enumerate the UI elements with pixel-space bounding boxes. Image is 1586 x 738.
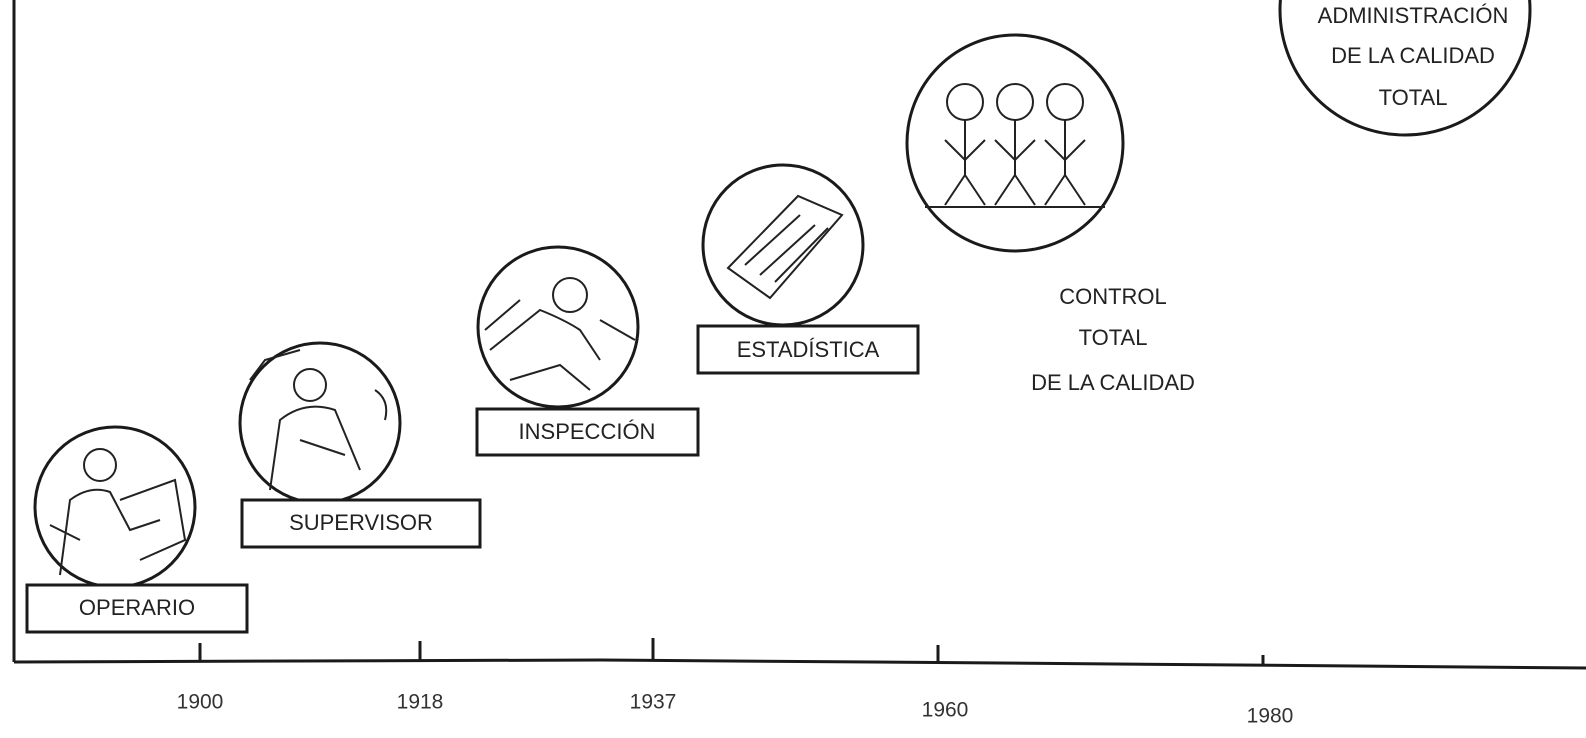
horizontal-axis [14,660,1586,668]
year-label: 1960 [922,699,969,722]
stage-label: CONTROL [1059,284,1167,309]
page: {"stages": [ {"label": ["OPERARIO"]}, {"… [0,0,1586,738]
control-total-illustration [907,35,1123,251]
stage-label: OPERARIO [79,595,195,620]
year-label: 1937 [630,691,677,714]
stage-label: ESTADÍSTICA [737,337,880,362]
stage-label: SUPERVISOR [289,510,433,535]
stage-label: DE LA CALIDAD [1331,43,1495,68]
supervisor-illustration [240,343,400,503]
year-label: 1918 [397,691,444,714]
timeline-diagram: 1900 1918 1937 1960 1980 OPERARIO SUPERV… [0,0,1586,738]
stage-label: ADMINISTRACIÓN [1318,3,1509,28]
stage-label: TOTAL [1079,325,1148,350]
year-label: 1900 [177,691,224,714]
inspeccion-illustration [478,247,638,407]
stage-label: INSPECCIÓN [519,419,656,444]
estadistica-illustration [703,165,863,325]
stage-label: TOTAL [1379,85,1448,110]
operario-illustration [35,427,195,587]
year-label: 1980 [1247,705,1294,728]
stage-label: DE LA CALIDAD [1031,370,1195,395]
